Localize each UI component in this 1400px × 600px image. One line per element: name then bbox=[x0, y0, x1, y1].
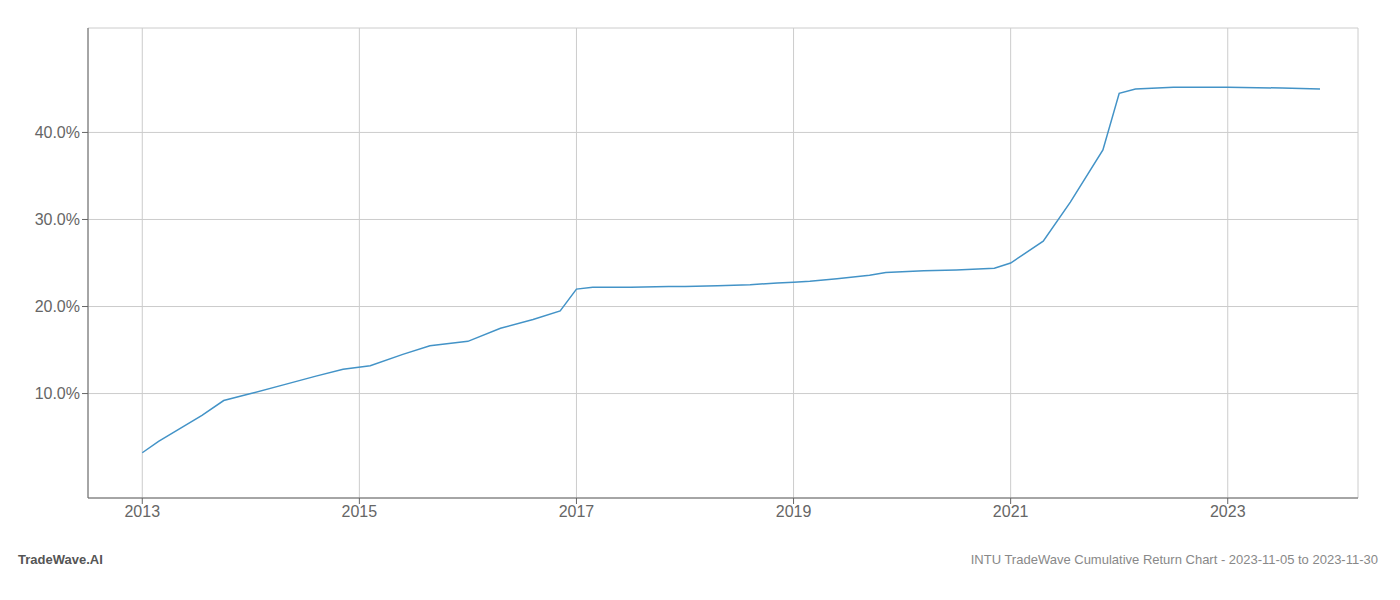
svg-text:2017: 2017 bbox=[559, 503, 595, 520]
svg-text:2021: 2021 bbox=[993, 503, 1029, 520]
svg-text:2015: 2015 bbox=[342, 503, 378, 520]
svg-text:2013: 2013 bbox=[124, 503, 160, 520]
svg-text:30.0%: 30.0% bbox=[35, 211, 80, 228]
svg-text:20.0%: 20.0% bbox=[35, 298, 80, 315]
svg-text:40.0%: 40.0% bbox=[35, 124, 80, 141]
html-text:TradeWave.AI: TradeWave.AI bbox=[18, 552, 103, 567]
html-text:INTU TradeWave Cumulative Retu: INTU TradeWave Cumulative Return Chart -… bbox=[970, 552, 1378, 567]
svg-text:2019: 2019 bbox=[776, 503, 812, 520]
svg-text:2023: 2023 bbox=[1210, 503, 1246, 520]
svg-text:10.0%: 10.0% bbox=[35, 385, 80, 402]
